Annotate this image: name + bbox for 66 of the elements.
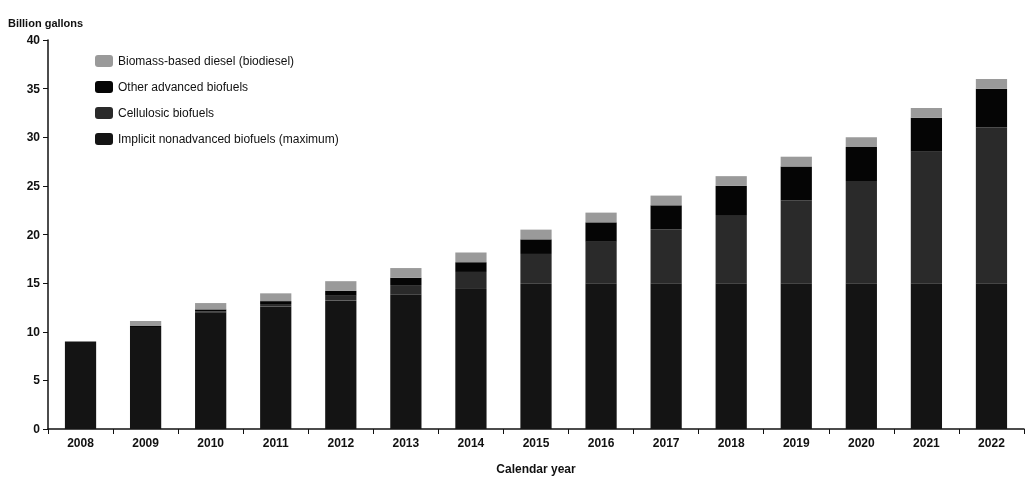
x-tick-label: 2010 [197,436,225,450]
bar [910,117,943,152]
legend-label: Biomass-based diesel (biodiesel) [118,54,295,68]
bar [780,156,812,167]
legend-label: Other advanced biofuels [118,80,249,94]
y-tick-label: 40 [26,33,41,47]
bar [910,151,943,284]
y-tick-label: 20 [26,227,41,242]
bar [975,127,1008,284]
bar [975,88,1008,128]
x-tick-label: 2019 [782,436,810,450]
x-tick-label: 2016 [587,436,615,450]
bar [780,166,812,201]
y-tick-label: 15 [26,276,41,291]
bar [325,295,357,301]
bar [585,212,617,223]
x-tick-label: 2011 [262,436,290,450]
bar [715,215,747,284]
x-tick-label: 2013 [392,436,420,450]
bar [650,229,682,284]
bar [650,195,682,206]
bar [650,205,682,230]
bar [715,176,747,186]
bar [845,181,877,284]
x-tick-label: 2012 [327,436,355,450]
bar [845,137,877,147]
bar [325,281,357,291]
bar [520,239,552,254]
bar [715,185,747,216]
bar [129,321,162,326]
x-tick-label: 2015 [522,436,550,450]
bar [195,303,227,310]
y-tick-label: 5 [33,373,41,388]
bar [520,253,552,284]
bar [325,290,357,296]
legend-label: Cellulosic biofuels [118,106,215,120]
bar [520,229,552,240]
y-tick-label: 30 [26,130,41,145]
bar [455,271,487,289]
x-tick-label: 2008 [67,436,95,450]
x-tick-label: 2020 [847,436,875,450]
bar [390,277,422,286]
legend-label: Implicit nonadvanced biofuels (maximum) [118,132,339,146]
bar [975,78,1008,89]
x-tick-label: 2022 [978,436,1006,450]
x-tick-label: 2009 [132,436,160,450]
x-axis-title: Calendar year [496,462,577,476]
x-tick-label: 2018 [717,436,745,450]
bar [455,252,487,263]
bar [260,293,292,302]
x-tick-label: 2017 [652,436,680,450]
y-tick-label: 10 [26,324,41,339]
bar [390,285,422,295]
y-tick-label: 25 [26,178,41,193]
bar [585,222,617,242]
bar [390,268,422,278]
x-tick-label: 2014 [457,436,485,450]
x-tick-label: 2021 [913,436,941,450]
bar [845,146,877,182]
bar [455,262,487,272]
bar [585,241,617,284]
y-axis-title: Billion gallons [8,16,84,29]
bar [780,200,812,284]
y-tick-label: 0 [33,422,41,436]
bar [910,108,943,118]
y-tick-label: 35 [26,81,41,96]
